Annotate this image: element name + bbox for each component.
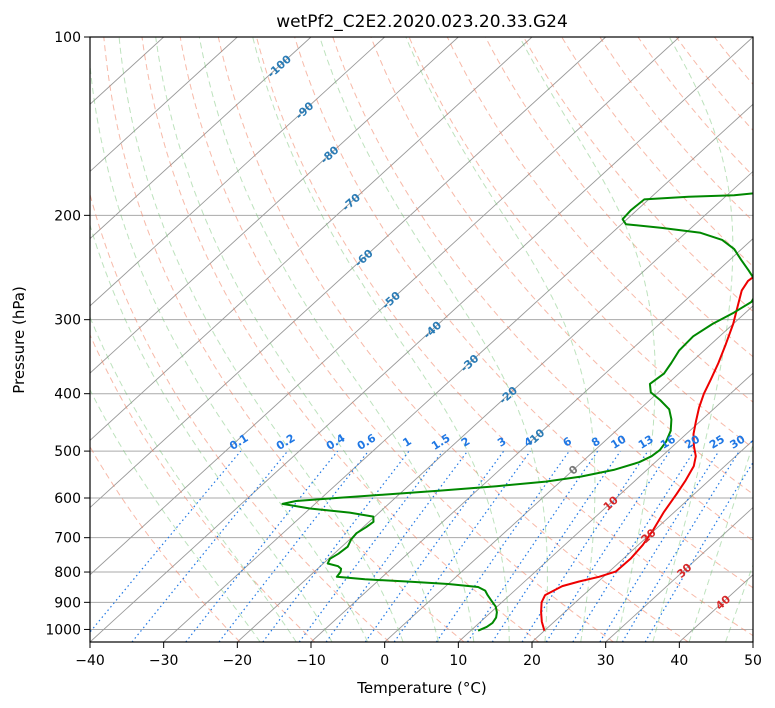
isotherm-gridline	[90, 37, 680, 576]
dry-adiabat-line	[90, 192, 390, 642]
moist-adiabat-line	[405, 37, 596, 642]
y-tick-label: 500	[54, 444, 81, 460]
isotherm-gridline	[90, 37, 238, 173]
dry-adiabat-line	[294, 37, 753, 589]
isotherm-gridline	[458, 372, 753, 642]
moist-adiabat-line	[155, 37, 439, 642]
isotherm-gridline	[90, 37, 753, 642]
pressure-gridlines	[90, 37, 753, 630]
x-tick-label: 20	[523, 653, 541, 669]
y-tick-label: 400	[54, 387, 81, 403]
dry-adiabat-line	[408, 37, 753, 449]
isotherm-gridline	[531, 439, 753, 642]
y-tick-label: 300	[54, 313, 81, 329]
mixing-ratio-line	[521, 450, 649, 642]
mixing-ratio-line	[185, 450, 339, 642]
moist-adiabat-line	[319, 37, 548, 642]
isotherm-gridline	[90, 37, 606, 509]
moist-adiabat-line	[118, 37, 404, 642]
mixing-ratio-line	[599, 450, 720, 642]
x-tick-label: −20	[223, 653, 253, 669]
mixing-ratio-line	[131, 450, 289, 642]
dry-adiabat-line	[370, 37, 753, 495]
chart-title: wetPf2_C2E2.2020.023.20.33.G24	[276, 12, 568, 32]
dry-adiabat-line	[523, 37, 753, 313]
dewpoint-profile-line	[281, 192, 753, 632]
skewed-isotherm-gridlines	[90, 37, 753, 642]
isotherm-gridline	[384, 305, 753, 642]
mixing-ratio-line	[644, 461, 753, 642]
y-tick-label: 100	[54, 30, 81, 46]
plot-area: 0.10.20.40.611.52346810131620253036-100-…	[90, 37, 768, 642]
moist-adiabats	[90, 37, 753, 642]
x-tick-label: 30	[597, 653, 615, 669]
mixing-ratio-line	[621, 450, 740, 642]
moist-adiabat-line	[198, 37, 475, 642]
moist-adiabat-line	[90, 315, 297, 642]
mixing-ratio-line	[572, 450, 695, 642]
y-tick-label: 700	[54, 531, 81, 547]
x-tick-label: −40	[75, 653, 105, 669]
isotherm-gridline	[90, 37, 312, 240]
dry-adiabat-line	[141, 37, 540, 642]
moist-adiabat-line	[725, 563, 753, 642]
isotherm-gridline	[605, 506, 753, 642]
isotherm-gridline	[90, 37, 533, 441]
x-axis-label: Temperature (°C)	[356, 679, 486, 697]
dry-adiabat-line	[179, 37, 614, 642]
sounding-profiles	[281, 192, 753, 632]
y-axis-label: Pressure (hPa)	[10, 286, 28, 394]
moist-adiabat-line	[90, 61, 369, 642]
temperature-profile-line	[540, 276, 753, 631]
isotherm-gridline	[310, 238, 753, 642]
mixing-ratio-line	[435, 450, 570, 642]
isotherm-gridline	[237, 170, 753, 642]
y-tick-label: 800	[54, 565, 81, 581]
dry-adiabat-line	[446, 37, 753, 403]
moist-adiabat-line	[252, 37, 510, 642]
dry-adiabat-line	[256, 37, 753, 637]
x-tick-label: 0	[380, 653, 389, 669]
mixing-ratio-line	[467, 450, 599, 642]
dry-adiabat-line	[103, 37, 465, 642]
dry-adiabat-line	[332, 37, 753, 542]
y-tick-label: 900	[54, 595, 81, 611]
isotherm-gridline	[90, 37, 459, 374]
x-tick-label: 10	[449, 653, 467, 669]
moist-adiabat-line	[90, 388, 261, 642]
isotherm-gridline	[163, 103, 753, 642]
moist-adiabat-line	[688, 442, 753, 642]
mixing-ratio-line	[393, 450, 531, 642]
dry-adiabat-line	[484, 37, 753, 358]
mixing-ratio-line	[545, 450, 671, 642]
plot-frame	[89, 36, 754, 643]
x-tick-label: −10	[296, 653, 326, 669]
mixing-ratio-line	[491, 450, 621, 642]
moist-adiabat-line	[90, 223, 333, 642]
isotherm-gridline	[90, 37, 385, 307]
x-tick-label: 50	[744, 653, 762, 669]
x-tick-label: 40	[670, 653, 688, 669]
moist-adiabat-line	[652, 37, 734, 642]
mixing-ratio-label: 36	[748, 432, 768, 451]
y-tick-label: 200	[54, 208, 81, 224]
y-tick-label: 1000	[45, 622, 81, 638]
y-tick-label: 600	[54, 491, 81, 507]
x-tick-label: −30	[149, 653, 179, 669]
axes: −40 −30 −20 −10 0 10 20 30 40 50 100 200 300 400 500 60…	[45, 30, 762, 669]
moist-adiabat-line	[519, 37, 656, 642]
